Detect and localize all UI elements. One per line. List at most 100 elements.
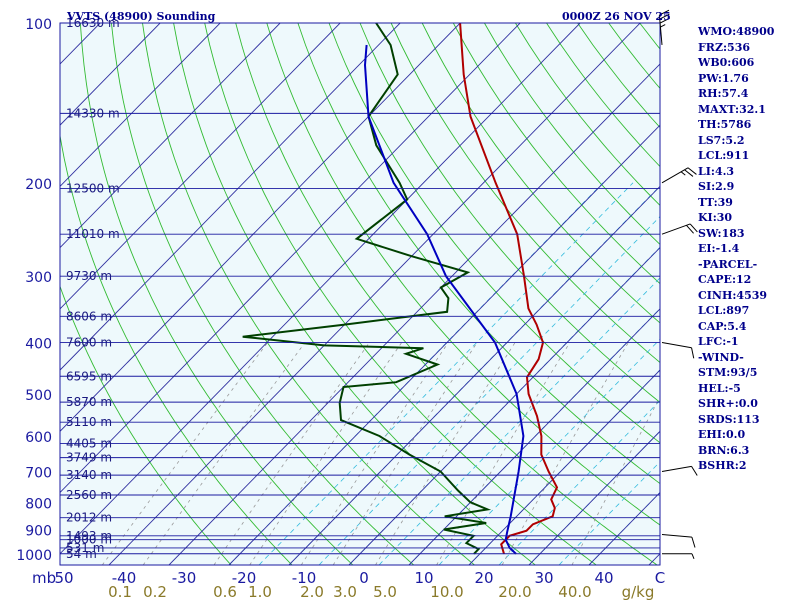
index-entry: WB0:606 xyxy=(698,56,755,69)
wind-barb xyxy=(661,534,692,538)
pressure-tick-label: 600 xyxy=(25,430,52,446)
mixing-ratio-label: 1.0 xyxy=(248,583,272,600)
wind-barb xyxy=(661,167,689,184)
moist-adiabat xyxy=(498,400,660,565)
wind-barb-flag xyxy=(659,9,670,16)
height-label: 9730 m xyxy=(66,269,112,283)
height-label: 1493 m xyxy=(66,529,112,543)
temp-tick-label: 50 xyxy=(54,569,73,587)
mixing-ratio-label: 0.1 xyxy=(108,583,132,600)
chart-title: VVTS (48900) Sounding xyxy=(67,10,216,23)
wind-barb-flag xyxy=(684,169,694,177)
height-label: 4405 m xyxy=(66,437,112,451)
pressure-tick-label: 400 xyxy=(25,337,52,353)
dry-adiabat xyxy=(795,23,800,565)
wind-barb-flag xyxy=(691,466,698,476)
index-entry: -WIND- xyxy=(698,350,744,364)
wind-barb-half xyxy=(691,553,695,559)
index-entry: EHI:0.0 xyxy=(698,428,746,441)
isotherm xyxy=(528,430,660,565)
index-entry: TH:5786 xyxy=(698,118,752,131)
index-entry: CAPE:12 xyxy=(698,273,752,286)
temp-tick-label: 10 xyxy=(414,569,433,587)
mixing-ratio-label: 0.2 xyxy=(143,583,167,600)
height-label: 7600 m xyxy=(66,336,112,350)
pressure-tick-label: 1000 xyxy=(16,548,52,564)
temp-tick-label: 40 xyxy=(594,569,613,587)
dry-adiabat xyxy=(328,23,660,444)
height-label: 2012 m xyxy=(66,511,112,525)
isotherm xyxy=(408,308,660,565)
index-entry: -PARCEL- xyxy=(698,257,758,271)
pressure-axis-unit: mb xyxy=(32,569,56,587)
height-label: 14330 m xyxy=(66,106,120,120)
mixing-ratio-line xyxy=(101,342,268,565)
height-label: 11010 m xyxy=(66,227,120,241)
moist-adiabat xyxy=(378,277,660,565)
wind-barb xyxy=(661,342,692,349)
wind-barb-flag xyxy=(687,167,697,175)
wind-barb-flag xyxy=(686,224,694,234)
temp-tick-label: 20 xyxy=(474,569,493,587)
index-entry: MAXT:32.1 xyxy=(698,102,766,116)
moist-adiabat xyxy=(318,216,660,565)
pressure-tick-label: 700 xyxy=(25,466,52,482)
dry-adiabat xyxy=(60,133,293,565)
dry-adiabat xyxy=(60,284,232,565)
height-label: 8606 m xyxy=(66,309,112,323)
index-entry: KI:30 xyxy=(698,211,733,224)
dry-adiabat xyxy=(297,23,660,485)
pressure-tick-label: 900 xyxy=(25,523,52,539)
dry-adiabat xyxy=(110,23,414,565)
dry-adiabat xyxy=(266,23,660,526)
index-entry: SRDS:113 xyxy=(698,412,760,426)
dry-adiabat xyxy=(204,23,597,565)
temp-tick-label: -30 xyxy=(172,569,197,587)
index-entry: EI:-1.4 xyxy=(698,242,740,255)
dry-adiabat xyxy=(484,23,660,246)
mixing-ratio-label: 20.0 xyxy=(498,583,531,600)
dry-adiabat xyxy=(452,23,660,285)
index-entry: LI:4.3 xyxy=(698,164,735,178)
dry-adiabat xyxy=(359,23,660,404)
index-entry: SW:183 xyxy=(698,226,745,240)
isotherm xyxy=(0,23,40,565)
index-entry: RH:57.4 xyxy=(698,87,749,100)
moist-adiabat xyxy=(438,338,660,565)
mixing-ratio-label: 2.0 xyxy=(300,583,324,600)
moist-adiabat xyxy=(258,182,634,565)
index-entry: SI:2.9 xyxy=(698,180,735,193)
wind-barb-flag xyxy=(659,13,670,20)
dry-adiabat xyxy=(79,23,354,565)
dry-adiabat xyxy=(390,23,660,364)
temp-tick-label: -10 xyxy=(292,569,317,587)
height-label: 5110 m xyxy=(66,415,112,429)
height-label: 5870 m xyxy=(66,395,112,409)
index-entry: WMO:48900 xyxy=(698,25,775,38)
pressure-tick-label: 800 xyxy=(25,496,52,512)
series-line-parcel xyxy=(363,44,525,555)
index-entry: BRN:6.3 xyxy=(698,443,750,457)
mixing-ratio-label: 40.0 xyxy=(558,583,591,600)
index-entry: BSHR:2 xyxy=(698,459,747,472)
index-entry: FRZ:536 xyxy=(698,40,751,54)
mixing-ratio-label: 5.0 xyxy=(373,583,397,600)
mixing-ratio-label: 3.0 xyxy=(333,583,357,600)
chart-time: 0000Z 26 NOV 25 xyxy=(562,10,671,23)
mixing-ratio-label: 10.0 xyxy=(430,583,463,600)
index-entry: LFC:-1 xyxy=(698,335,739,348)
isotherm xyxy=(288,185,660,565)
height-label: 12500 m xyxy=(66,181,120,195)
pressure-tick-label: 200 xyxy=(25,177,52,193)
wind-barb-flag xyxy=(691,537,696,548)
pressure-tick-label: 300 xyxy=(25,270,52,286)
moist-adiabat xyxy=(558,461,660,565)
wind-barb-flag xyxy=(689,223,698,233)
mixing-ratio-unit: g/kg xyxy=(622,583,655,600)
wind-barb-half xyxy=(680,171,686,176)
isotherm xyxy=(348,246,660,565)
height-label: 2560 m xyxy=(66,488,112,502)
temp-axis-unit: C xyxy=(655,569,665,587)
wind-barb-half xyxy=(660,24,666,28)
